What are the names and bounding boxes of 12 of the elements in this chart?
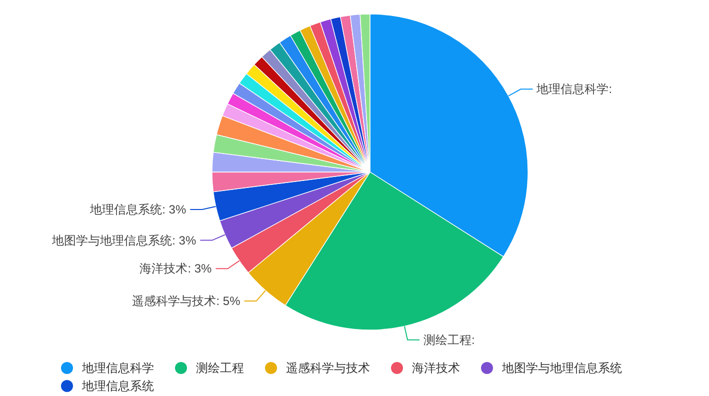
- data-label: 地理信息系统: 3%: [89, 202, 186, 217]
- data-label: 遥感科学与技术: 5%: [132, 294, 241, 308]
- legend-label: 测绘工程: [196, 361, 244, 375]
- legend-label: 地理信息科学: [81, 361, 154, 375]
- data-label: 地图学与地理信息系统: 3%: [51, 233, 196, 248]
- legend-label: 遥感科学与技术: [286, 361, 370, 375]
- legend-label: 地理信息系统: [81, 379, 154, 393]
- legend-label: 海洋技术: [412, 361, 460, 375]
- data-label: 海洋技术: 3%: [140, 262, 212, 276]
- data-label: 测绘工程:: [424, 332, 475, 347]
- legend-label: 地图学与地理信息系统: [501, 361, 622, 375]
- data-label: 地理信息科学:: [536, 82, 612, 96]
